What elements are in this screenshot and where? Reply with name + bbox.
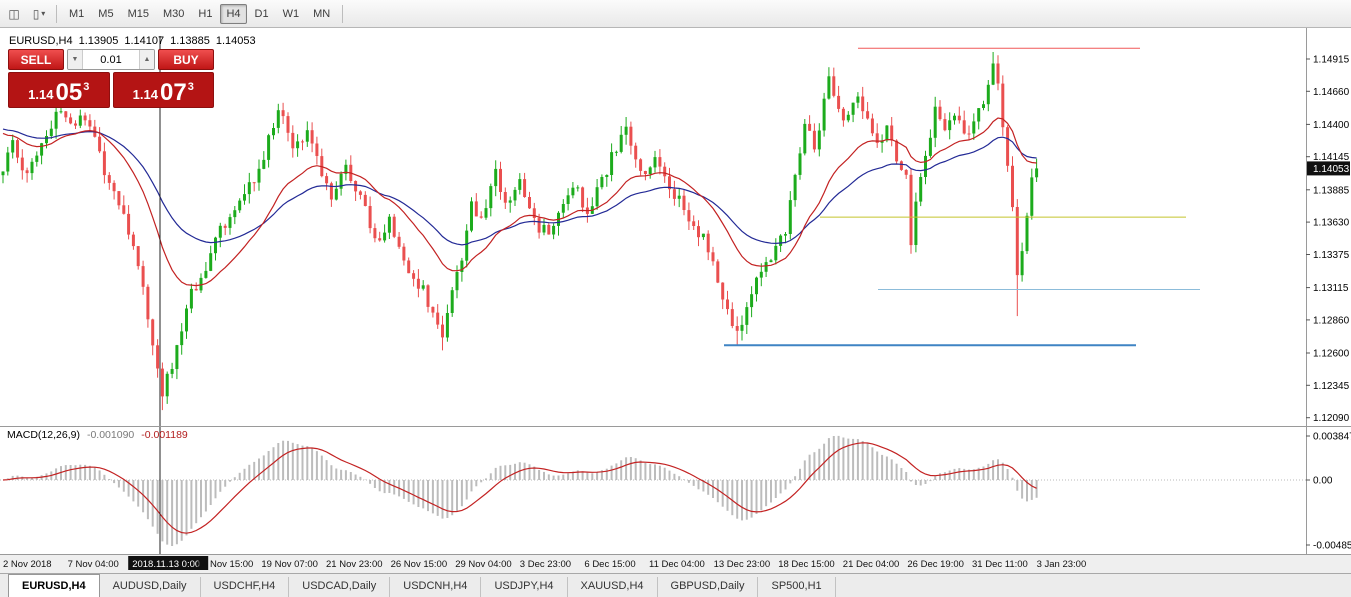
tab-usdcnh-h4[interactable]: USDCNH,H4	[390, 577, 482, 597]
svg-text:1.12860: 1.12860	[1313, 315, 1350, 326]
buy-price-pipette: 3	[187, 81, 194, 93]
tab-audusd-daily[interactable]: AUDUSD,Daily	[100, 577, 201, 597]
tab-gbpusd-daily[interactable]: GBPUSD,Daily	[658, 577, 759, 597]
timeframe-h4-button[interactable]: H4	[220, 3, 247, 24]
svg-text:1.13375: 1.13375	[1313, 250, 1350, 261]
svg-text:7 Nov 04:00: 7 Nov 04:00	[68, 559, 119, 570]
sell-price-pipette: 3	[83, 81, 90, 93]
svg-text:1.14400: 1.14400	[1313, 120, 1350, 131]
svg-text:2 Nov 2018: 2 Nov 2018	[3, 559, 52, 570]
toolbar-separator	[56, 4, 57, 23]
svg-text:26 Dec 19:00: 26 Dec 19:00	[907, 559, 964, 570]
chart-window-icon[interactable]: ◫	[3, 3, 27, 25]
timeframe-d1-button[interactable]: D1	[254, 7, 269, 20]
tab-sp500-h1[interactable]: SP500,H1	[758, 577, 836, 597]
svg-text:3 Dec 23:00: 3 Dec 23:00	[520, 559, 571, 570]
svg-text:11 Dec 04:00: 11 Dec 04:00	[649, 559, 705, 570]
chart-tabs-bar: EURUSD,H4 AUDUSD,Daily USDCHF,H4 USDCAD,…	[0, 573, 1351, 597]
chart-style-glyph-icon: ▯	[32, 6, 40, 21]
svg-text:13 Dec 23:00: 13 Dec 23:00	[714, 559, 771, 570]
timeframe-w1-button[interactable]: W1	[282, 7, 300, 20]
svg-text:1.13115: 1.13115	[1313, 283, 1349, 294]
svg-text:26 Nov 15:00: 26 Nov 15:00	[391, 559, 448, 570]
lot-increase-button[interactable]: ▲	[139, 50, 154, 69]
lot-decrease-button[interactable]: ▼	[68, 50, 83, 69]
sell-button[interactable]: SELL	[8, 49, 64, 70]
ohlc-high-value: 1.14107	[124, 35, 165, 47]
timeframe-m30-button[interactable]: M30	[162, 7, 185, 20]
macd-signal-value: -0.001189	[141, 429, 188, 441]
ohlc-close-value: 1.14053	[215, 35, 256, 47]
buy-price-display[interactable]: 1.14 07 3	[112, 72, 214, 108]
chart-area: 1.14915 1.14660 1.14400 1.14145 1.13885 1.136…	[0, 28, 1351, 573]
svg-text:-0.004856: -0.004856	[1313, 541, 1351, 552]
svg-text:29 Nov 04:00: 29 Nov 04:00	[455, 559, 512, 570]
svg-text:1.14053: 1.14053	[1313, 164, 1350, 175]
one-click-trading-panel: SELL ▼ ▲ BUY 1.14 05 3 1.14 07 3	[8, 49, 214, 108]
timeframe-mn-button[interactable]: MN	[313, 7, 331, 20]
ohlc-low-value: 1.13885	[170, 35, 210, 47]
macd-indicator-label: MACD(12,26,9) -0.001090 -0.001189	[7, 429, 188, 441]
svg-text:14 Nov 15:00: 14 Nov 15:00	[197, 559, 254, 570]
ohlc-open-value: 1.13905	[78, 35, 119, 47]
svg-text:1.12345: 1.12345	[1313, 381, 1350, 392]
sell-price-bigfigure: 1.14	[28, 87, 54, 102]
svg-text:3 Jan 23:00: 3 Jan 23:00	[1037, 559, 1087, 570]
svg-text:19 Nov 07:00: 19 Nov 07:00	[261, 559, 318, 570]
chart-canvas[interactable]: 1.14915 1.14660 1.14400 1.14145 1.13885 1.136…	[0, 28, 1351, 573]
tab-xauusd-h4[interactable]: XAUUSD,H4	[568, 577, 658, 597]
svg-text:1.13885: 1.13885	[1313, 185, 1350, 196]
tab-usdcad-daily[interactable]: USDCAD,Daily	[289, 577, 391, 597]
timeframe-h1-button[interactable]: H1	[198, 7, 213, 20]
svg-text:1.14145: 1.14145	[1313, 152, 1350, 163]
sell-price-display[interactable]: 1.14 05 3	[8, 72, 110, 108]
chart-symbol-label: EURUSD,H4	[9, 35, 73, 47]
tab-eurusd-h4[interactable]: EURUSD,H4	[8, 574, 100, 597]
sell-price-pips: 05	[55, 79, 83, 106]
buy-button[interactable]: BUY	[158, 49, 214, 70]
buy-price-bigfigure: 1.14	[132, 87, 158, 102]
tab-usdjpy-h4[interactable]: USDJPY,H4	[481, 577, 568, 597]
top-toolbar: ◫ ▯ ▾ M1 M5 M15 M30 H1 H4 D1 W1 MN	[0, 0, 1351, 28]
svg-text:0.003847: 0.003847	[1313, 432, 1351, 443]
timeframe-m15-button[interactable]: M15	[127, 7, 149, 20]
lot-size-spinner: ▼ ▲	[67, 49, 155, 70]
svg-text:18 Dec 15:00: 18 Dec 15:00	[778, 559, 835, 570]
svg-text:1.14915: 1.14915	[1313, 55, 1350, 66]
buy-price-pips: 07	[159, 79, 187, 106]
timeframe-m5-button[interactable]: M5	[98, 7, 114, 20]
svg-text:0.00: 0.00	[1313, 476, 1333, 487]
macd-main-value: -0.001090	[86, 429, 135, 441]
svg-text:1.14660: 1.14660	[1313, 87, 1350, 98]
toolbar-separator	[342, 4, 344, 23]
dropdown-caret-icon: ▾	[41, 9, 46, 18]
lot-size-input[interactable]	[83, 50, 139, 69]
svg-text:2018.11.13 0:00: 2018.11.13 0:00	[132, 559, 200, 570]
svg-text:1.12600: 1.12600	[1313, 349, 1350, 360]
svg-text:1.12090: 1.12090	[1313, 413, 1350, 424]
chart-window-glyph-icon: ◫	[8, 6, 20, 21]
chart-ohlc-header: EURUSD,H4 1.13905 1.14107 1.13885 1.1405…	[9, 35, 256, 47]
svg-text:6 Dec 15:00: 6 Dec 15:00	[584, 559, 635, 570]
svg-text:31 Dec 11:00: 31 Dec 11:00	[972, 559, 1028, 570]
svg-text:1.13630: 1.13630	[1313, 218, 1350, 229]
macd-name-label: MACD(12,26,9)	[7, 429, 80, 441]
timeframe-m1-button[interactable]: M1	[69, 7, 85, 20]
tab-usdchf-h4[interactable]: USDCHF,H4	[201, 577, 290, 597]
chart-style-icon[interactable]: ▯ ▾	[27, 3, 51, 25]
svg-text:21 Nov 23:00: 21 Nov 23:00	[326, 559, 383, 570]
svg-text:21 Dec 04:00: 21 Dec 04:00	[843, 559, 900, 570]
